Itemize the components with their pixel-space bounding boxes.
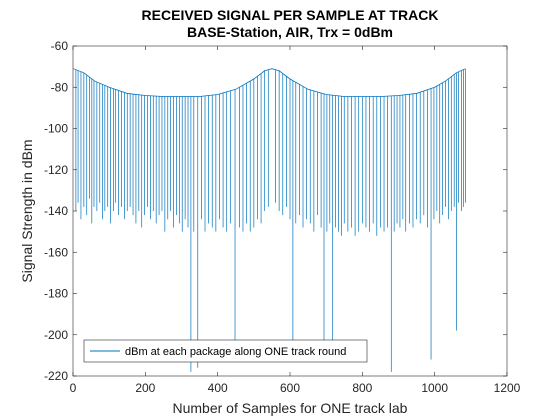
x-tick-label: 600 xyxy=(280,381,300,395)
x-tick-label: 1000 xyxy=(421,381,448,395)
legend-box xyxy=(83,339,368,363)
y-tick-label: -120 xyxy=(44,163,68,177)
chart-title-line-1: RECEIVED SIGNAL PER SAMPLE AT TRACK xyxy=(142,7,439,23)
chart-title-line-2: BASE-Station, AIR, Trx = 0dBm xyxy=(187,24,393,40)
series-layer xyxy=(73,68,466,372)
x-tick-label: 0 xyxy=(70,381,77,395)
x-axis-label: Number of Samples for ONE track lab xyxy=(173,400,408,416)
y-axis-label: Signal Strength in dBm xyxy=(19,139,35,282)
legend-label: dBm at each package along ONE track roun… xyxy=(125,346,346,358)
y-tick-label: -180 xyxy=(44,287,68,301)
y-tick-label: -100 xyxy=(44,122,68,136)
x-tick-label: 800 xyxy=(352,381,372,395)
y-tick-label: -200 xyxy=(44,328,68,342)
legend: dBm at each package along ONE track roun… xyxy=(83,339,368,363)
y-tick-label: -80 xyxy=(51,80,69,94)
x-tick-label: 400 xyxy=(208,381,228,395)
y-tick-label: -160 xyxy=(44,245,68,259)
y-tick-label: -60 xyxy=(51,39,69,53)
y-tick-label: -140 xyxy=(44,204,68,218)
x-axis: 0 200 400 600 800 1000 1200 xyxy=(70,46,521,395)
x-tick-label: 1200 xyxy=(494,381,521,395)
y-axis: -220 -200 -180 -160 -140 -120 -100 -80 -60 xyxy=(44,39,507,383)
x-tick-label: 200 xyxy=(135,381,155,395)
y-tick-label: -220 xyxy=(44,369,68,383)
